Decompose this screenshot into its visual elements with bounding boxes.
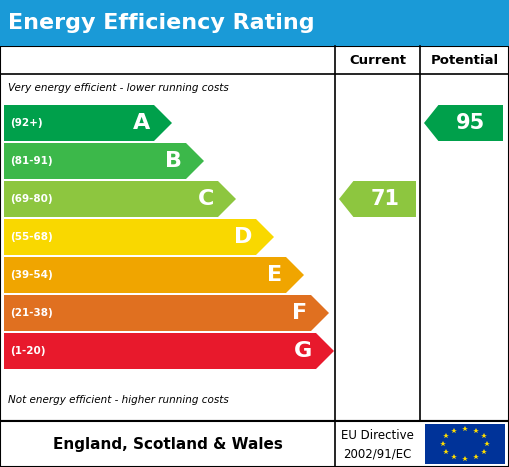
Text: (1-20): (1-20)	[10, 346, 45, 356]
Bar	[0, 0, 509, 46]
Text: (21-38): (21-38)	[10, 308, 53, 318]
Text: 95: 95	[456, 113, 485, 133]
Text: EU Directive: EU Directive	[341, 429, 414, 442]
Polygon shape	[4, 181, 236, 217]
Polygon shape	[4, 143, 204, 179]
Text: (81-91): (81-91)	[10, 156, 52, 166]
Text: 2002/91/EC: 2002/91/EC	[343, 448, 412, 460]
Text: (69-80): (69-80)	[10, 194, 52, 204]
Text: Potential: Potential	[431, 54, 498, 66]
Text: G: G	[294, 341, 312, 361]
Text: (92+): (92+)	[10, 118, 43, 128]
Polygon shape	[339, 181, 416, 217]
Text: 71: 71	[370, 189, 399, 209]
Polygon shape	[4, 105, 172, 141]
Polygon shape	[4, 257, 304, 293]
Polygon shape	[4, 295, 329, 331]
Text: A: A	[133, 113, 150, 133]
Text: Energy Efficiency Rating: Energy Efficiency Rating	[8, 13, 315, 33]
Text: (39-54): (39-54)	[10, 270, 53, 280]
Bar	[0, 46, 509, 421]
Text: F: F	[292, 303, 307, 323]
Bar	[0, 421, 509, 467]
Text: Not energy efficient - higher running costs: Not energy efficient - higher running co…	[8, 395, 229, 405]
Bar	[425, 424, 505, 464]
Text: Current: Current	[349, 54, 406, 66]
Text: (55-68): (55-68)	[10, 232, 53, 242]
Polygon shape	[4, 333, 334, 369]
Text: B: B	[165, 151, 182, 171]
Text: E: E	[267, 265, 282, 285]
Text: C: C	[197, 189, 214, 209]
Text: D: D	[234, 227, 252, 247]
Text: England, Scotland & Wales: England, Scotland & Wales	[52, 437, 282, 452]
Polygon shape	[424, 105, 503, 141]
Text: Very energy efficient - lower running costs: Very energy efficient - lower running co…	[8, 83, 229, 93]
Polygon shape	[4, 219, 274, 255]
